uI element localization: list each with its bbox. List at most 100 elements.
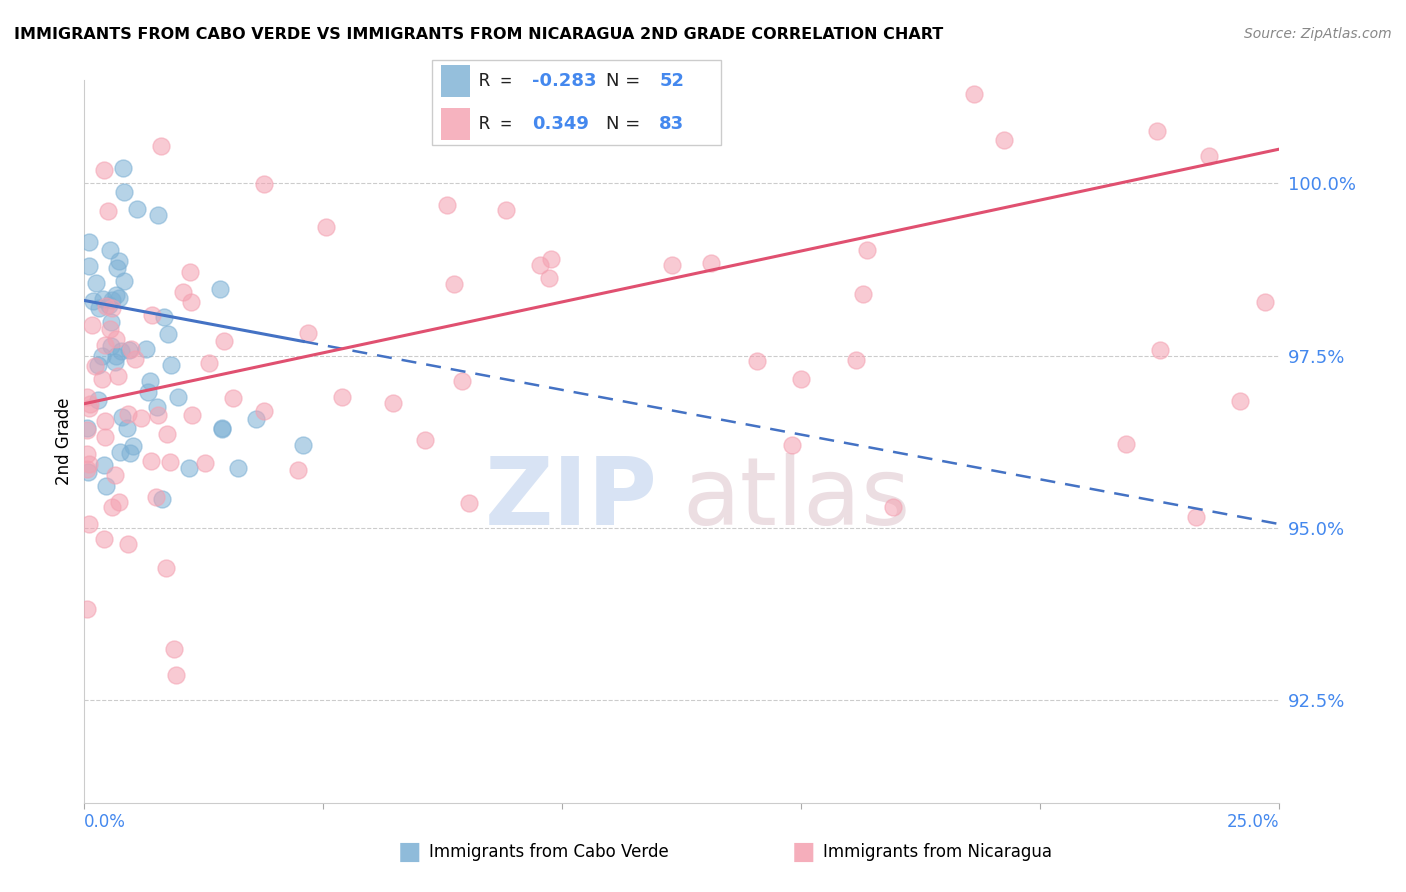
Point [226, 460, 249, 475]
Point [661, 258, 683, 272]
Text: R =: R = [479, 115, 533, 133]
Point [110, 409, 132, 424]
Point [381, 395, 404, 409]
Point [77, 401, 100, 415]
Point [120, 343, 142, 357]
Point [91, 349, 114, 363]
Text: Source: ZipAtlas.com: Source: ZipAtlas.com [1244, 27, 1392, 41]
Point [125, 202, 148, 216]
Point [180, 295, 202, 310]
Point [93, 163, 115, 178]
Point [146, 401, 169, 415]
Point [330, 391, 353, 405]
Point [122, 440, 145, 454]
Point [124, 352, 146, 367]
Point [253, 178, 276, 192]
Text: atlas: atlas [682, 453, 910, 545]
Point [457, 496, 479, 510]
Point [138, 374, 160, 388]
Text: ZIP: ZIP [485, 453, 658, 545]
Point [93, 532, 115, 546]
Point [1149, 343, 1171, 357]
Point [76, 421, 98, 435]
Point [292, 438, 315, 452]
Point [108, 254, 131, 268]
Point [145, 490, 167, 504]
Point [211, 422, 233, 436]
Point [1198, 149, 1220, 163]
Point [112, 161, 135, 175]
Point [211, 420, 233, 434]
Point [77, 465, 100, 479]
Point [104, 355, 127, 369]
Point [86, 358, 108, 372]
Point [105, 332, 128, 346]
Bar [440, 65, 470, 97]
Text: IMMIGRANTS FROM CABO VERDE VS IMMIGRANTS FROM NICARAGUA 2ND GRADE CORRELATION CH: IMMIGRANTS FROM CABO VERDE VS IMMIGRANTS… [14, 27, 943, 42]
Text: 0.0%: 0.0% [84, 814, 127, 831]
Point [112, 185, 135, 199]
Point [84, 276, 107, 290]
Point [94, 337, 117, 351]
Point [136, 385, 159, 400]
Point [94, 479, 117, 493]
Point [436, 197, 458, 211]
Point [159, 455, 181, 469]
Point [962, 87, 984, 101]
Point [160, 358, 183, 372]
Point [97, 204, 120, 219]
Point [252, 404, 274, 418]
Point [146, 409, 169, 423]
Point [745, 354, 768, 368]
Point [108, 445, 131, 459]
Point [79, 397, 101, 411]
Point [82, 293, 104, 308]
Text: N =: N = [606, 72, 645, 90]
Point [882, 500, 904, 514]
Point [222, 391, 245, 405]
Point [76, 447, 98, 461]
Text: R =: R = [479, 72, 523, 90]
Point [139, 454, 162, 468]
Point [529, 258, 551, 272]
Point [84, 359, 107, 373]
Point [157, 326, 180, 341]
Point [118, 446, 141, 460]
Point [117, 407, 139, 421]
Point [93, 430, 115, 444]
Point [1185, 509, 1208, 524]
Point [851, 287, 873, 301]
Point [495, 202, 517, 217]
Point [153, 310, 176, 324]
Point [1254, 295, 1277, 310]
Point [98, 298, 121, 312]
Point [77, 457, 100, 471]
Point [782, 437, 804, 451]
Text: 52: 52 [659, 72, 685, 90]
Point [87, 393, 110, 408]
Point [315, 220, 337, 235]
Point [79, 516, 101, 531]
Text: -0.283: -0.283 [533, 72, 596, 90]
Point [110, 343, 132, 358]
Point [107, 495, 129, 509]
Point [163, 641, 186, 656]
Point [415, 433, 437, 447]
Point [150, 492, 173, 507]
Point [100, 243, 122, 257]
Point [179, 265, 201, 279]
Point [1115, 437, 1137, 451]
Point [107, 261, 129, 276]
Point [172, 285, 194, 299]
Text: ■: ■ [398, 840, 422, 863]
Text: 0.349: 0.349 [533, 115, 589, 133]
Point [155, 561, 177, 575]
Point [845, 353, 868, 368]
Point [789, 372, 811, 386]
Point [297, 326, 319, 341]
Point [104, 288, 127, 302]
Point [118, 343, 141, 358]
Point [76, 462, 98, 476]
Bar [440, 108, 470, 140]
Point [993, 133, 1015, 147]
